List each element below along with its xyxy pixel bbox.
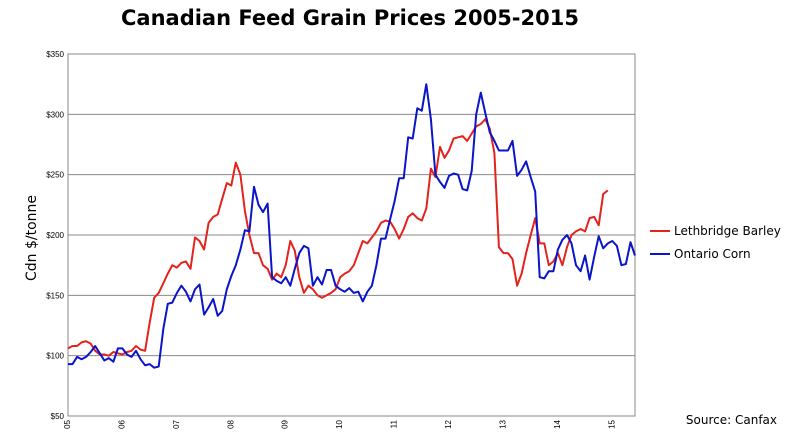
y-tick-label: $100 bbox=[46, 352, 64, 361]
x-tick-label: 12 bbox=[444, 419, 453, 428]
x-tick-label: 11 bbox=[390, 419, 399, 428]
legend-label-ontario-corn: Ontario Corn bbox=[674, 246, 751, 261]
x-tick-label: 09 bbox=[281, 419, 290, 428]
x-tick-label: 05 bbox=[63, 419, 72, 428]
series-line-ontario-corn bbox=[68, 83, 636, 369]
legend-swatch-lethbridge-barley bbox=[650, 229, 670, 232]
x-tick-label: 10 bbox=[335, 419, 344, 428]
chart-legend: Lethbridge Barley Ontario Corn bbox=[650, 219, 781, 265]
x-tick-label: 06 bbox=[117, 419, 126, 428]
legend-item-ontario-corn: Ontario Corn bbox=[650, 242, 781, 265]
y-tick-label: $250 bbox=[46, 171, 64, 180]
y-tick-label: $350 bbox=[46, 50, 64, 59]
series-line-lethbridge-barley bbox=[67, 118, 609, 357]
y-tick-label: $300 bbox=[46, 110, 64, 119]
y-tick-label: $150 bbox=[46, 291, 64, 300]
x-tick-label: 13 bbox=[498, 419, 507, 428]
source-note: Source: Canfax bbox=[685, 413, 777, 427]
chart-title: Canadian Feed Grain Prices 2005-2015 bbox=[121, 6, 579, 30]
x-tick-label: 08 bbox=[226, 419, 235, 428]
x-tick-label: 07 bbox=[172, 419, 181, 428]
y-tick-label: $50 bbox=[51, 412, 65, 421]
legend-label-lethbridge-barley: Lethbridge Barley bbox=[674, 223, 781, 238]
x-tick-label: 14 bbox=[553, 419, 562, 428]
x-tick-label: 15 bbox=[607, 419, 616, 428]
y-tick-label: $200 bbox=[46, 231, 64, 240]
legend-item-lethbridge-barley: Lethbridge Barley bbox=[650, 219, 781, 242]
legend-swatch-ontario-corn bbox=[650, 252, 670, 255]
